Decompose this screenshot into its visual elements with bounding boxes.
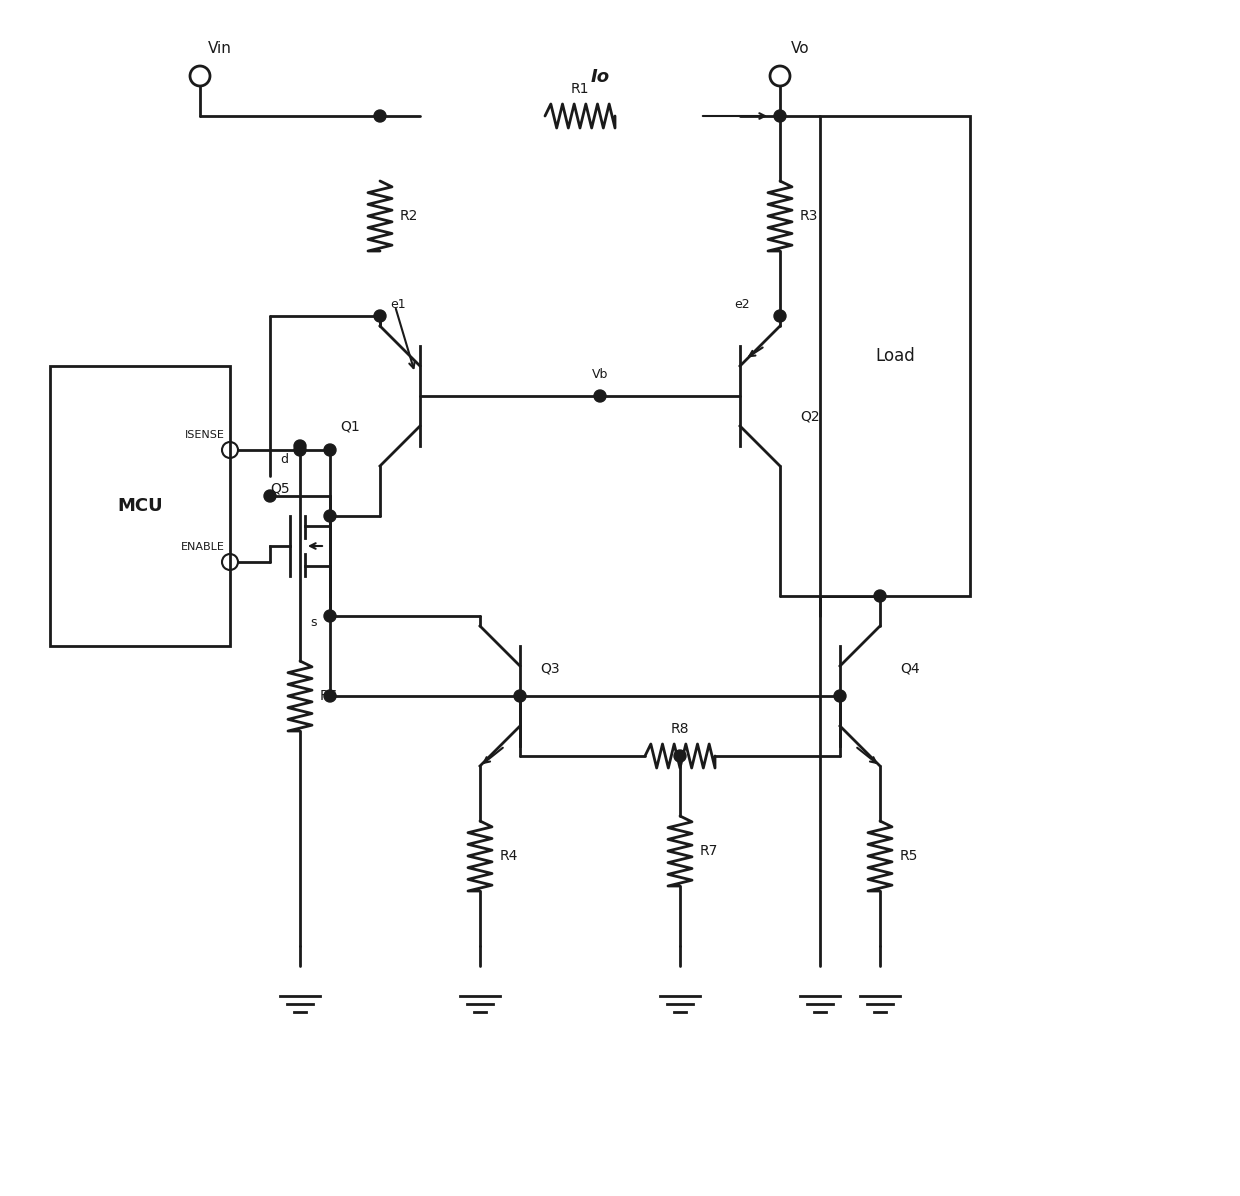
Circle shape <box>264 490 277 502</box>
Bar <box>820 116 970 596</box>
Text: R7: R7 <box>701 844 718 858</box>
Text: e2: e2 <box>734 298 750 311</box>
Circle shape <box>515 690 526 702</box>
Bar <box>50 366 229 646</box>
Text: R2: R2 <box>401 209 418 222</box>
Text: MCU: MCU <box>118 498 162 515</box>
Circle shape <box>774 110 786 122</box>
Circle shape <box>835 690 846 702</box>
Text: Vin: Vin <box>208 41 232 56</box>
Text: R6: R6 <box>320 689 339 703</box>
Text: s: s <box>310 616 316 629</box>
Circle shape <box>324 509 336 521</box>
Circle shape <box>374 310 386 322</box>
Text: Vo: Vo <box>791 41 810 56</box>
Text: R8: R8 <box>671 722 689 736</box>
Circle shape <box>324 610 336 622</box>
Text: Io: Io <box>590 68 610 86</box>
Circle shape <box>675 750 686 762</box>
Text: Vb: Vb <box>591 368 608 382</box>
Text: ENABLE: ENABLE <box>181 542 224 553</box>
Circle shape <box>294 440 306 452</box>
Circle shape <box>374 110 386 122</box>
Text: e1: e1 <box>391 298 405 311</box>
Text: Q3: Q3 <box>539 663 559 676</box>
Circle shape <box>774 310 786 322</box>
Text: Q1: Q1 <box>340 419 360 433</box>
Text: Q2: Q2 <box>800 409 820 423</box>
Circle shape <box>594 390 606 402</box>
Text: R4: R4 <box>500 849 518 864</box>
Circle shape <box>294 444 306 456</box>
Text: d: d <box>280 453 288 466</box>
Circle shape <box>324 444 336 456</box>
Text: R1: R1 <box>570 83 589 96</box>
Text: Q5: Q5 <box>270 482 290 496</box>
Text: R5: R5 <box>900 849 919 864</box>
Text: ISENSE: ISENSE <box>185 431 224 440</box>
Text: Load: Load <box>875 347 915 365</box>
Text: Q4: Q4 <box>900 663 920 676</box>
Circle shape <box>874 590 887 602</box>
Text: R3: R3 <box>800 209 818 222</box>
Circle shape <box>324 690 336 702</box>
